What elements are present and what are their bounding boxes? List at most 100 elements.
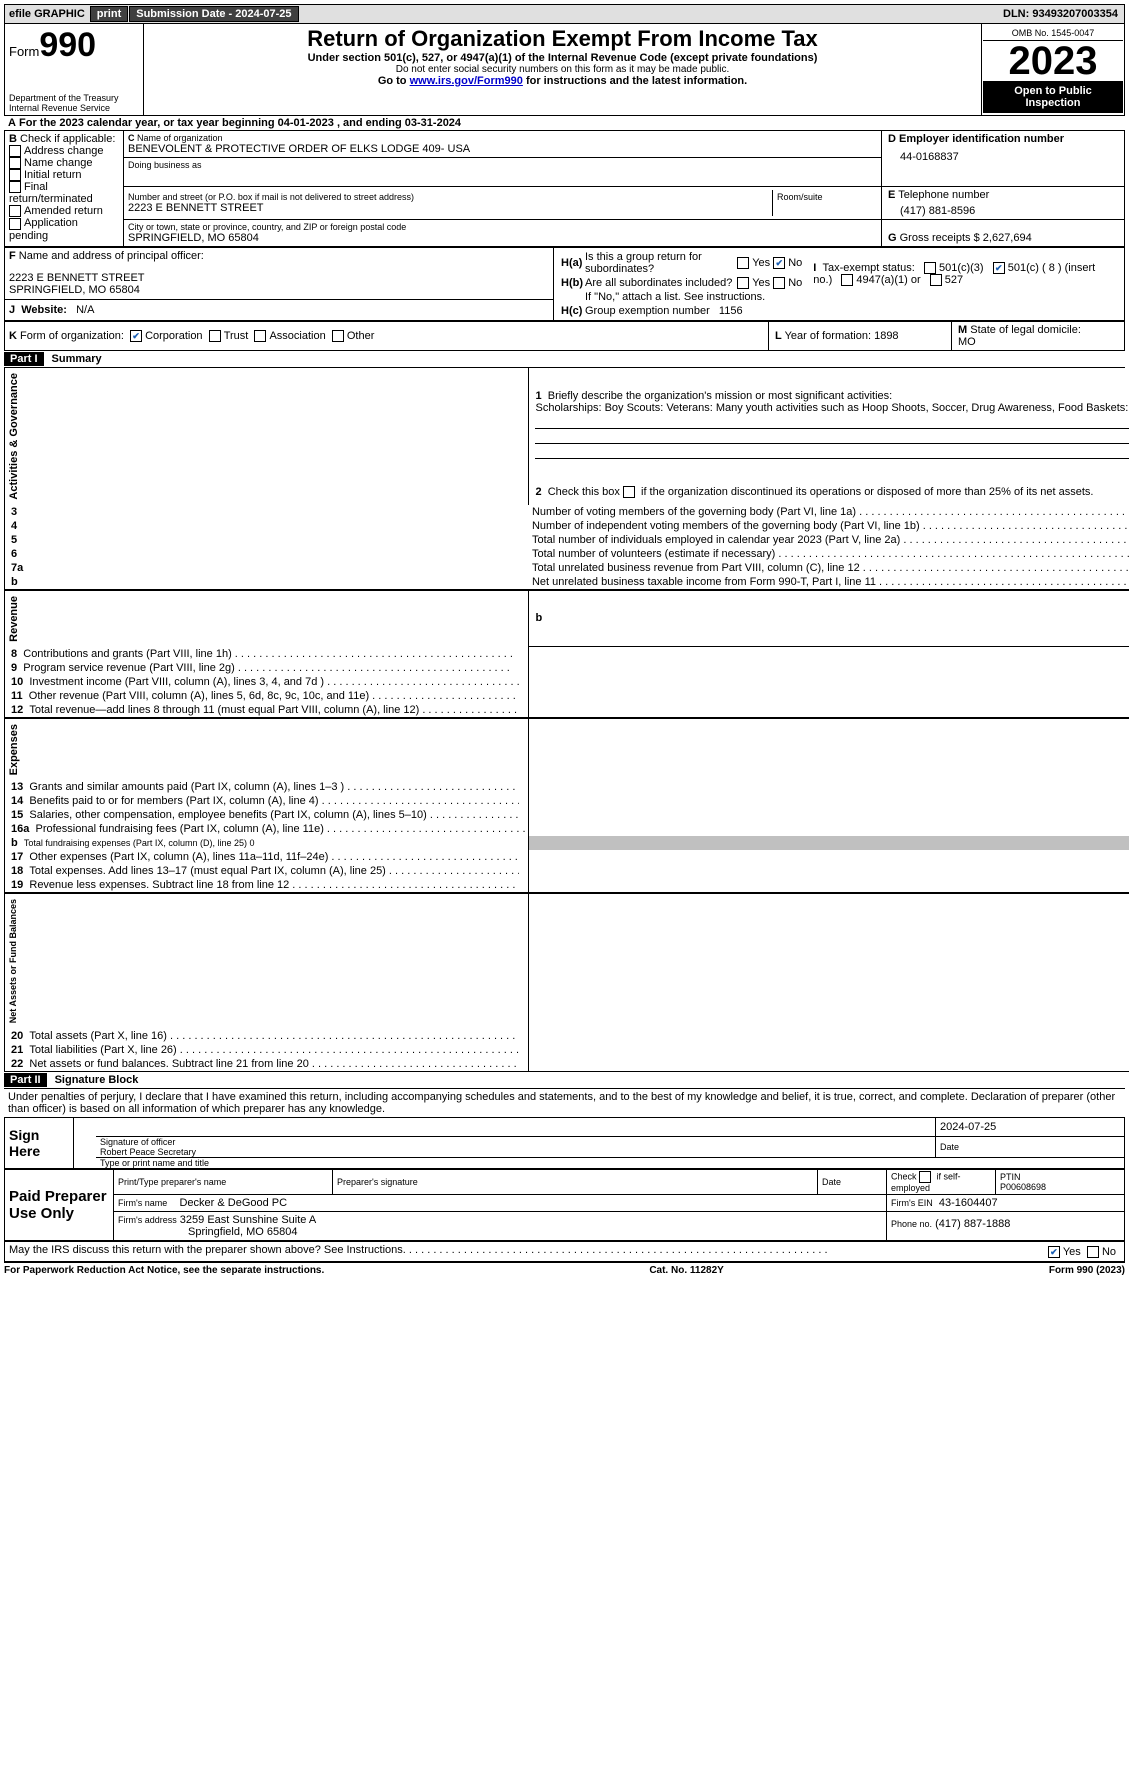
- table-row: 11 Other revenue (Part VIII, column (A),…: [5, 689, 1129, 703]
- section-ag: Activities & Governance: [6, 369, 22, 504]
- efile-label: efile GRAPHIC: [5, 8, 89, 20]
- table-row: 9 Program service revenue (Part VIII, li…: [5, 661, 1129, 675]
- klm-block: K Form of organization: Corporation Trus…: [4, 321, 1125, 351]
- catalog-number: Cat. No. 11282Y: [649, 1265, 723, 1276]
- ha-yes[interactable]: [737, 257, 749, 269]
- firm-ein-label: Firm's EIN: [891, 1198, 933, 1208]
- sig-officer-label: Signature of officer: [100, 1137, 931, 1147]
- q1-label: Briefly describe the organization's miss…: [548, 390, 892, 402]
- check-self-employed[interactable]: Check if self-employed: [887, 1170, 996, 1195]
- check-final[interactable]: Final return/terminated: [9, 181, 119, 205]
- page-footer: For Paperwork Reduction Act Notice, see …: [4, 1263, 1125, 1276]
- k-trust[interactable]: [209, 330, 221, 342]
- check-address[interactable]: Address change: [9, 145, 119, 157]
- i-527[interactable]: [930, 274, 942, 286]
- open-to-public: Open to Public Inspection: [983, 81, 1123, 113]
- ha-no[interactable]: [773, 257, 785, 269]
- k-corp[interactable]: [130, 330, 142, 342]
- street-value: 2223 E BENNETT STREET: [128, 202, 768, 214]
- check-amended[interactable]: Amended return: [9, 205, 119, 217]
- form-footer: Form 990 (2023): [1049, 1265, 1125, 1276]
- street-label: Number and street (or P.O. box if mail i…: [128, 192, 768, 202]
- org-name: BENEVOLENT & PROTECTIVE ORDER OF ELKS LO…: [128, 143, 877, 155]
- hc: Group exemption number 1156: [584, 304, 803, 318]
- firm-name: Decker & DeGood PC: [179, 1197, 287, 1209]
- form-title: Return of Organization Exempt From Incom…: [148, 26, 977, 52]
- sign-here-label: Sign Here: [5, 1118, 74, 1169]
- top-toolbar: efile GRAPHIC print Submission Date - 20…: [4, 4, 1125, 24]
- sig-date-value: 2024-07-25: [936, 1118, 1125, 1137]
- form-subtitle-1: Under section 501(c), 527, or 4947(a)(1)…: [148, 52, 977, 64]
- table-row: 4 Number of independent voting members o…: [5, 519, 1129, 533]
- j-label: Website:: [21, 304, 67, 316]
- i-501c[interactable]: [993, 262, 1005, 274]
- part1-bar: Part I: [4, 352, 44, 366]
- prep-sig-label: Preparer's signature: [333, 1170, 818, 1195]
- k-label: Form of organization:: [20, 330, 124, 342]
- officer-addr1: 2223 E BENNETT STREET: [9, 272, 549, 284]
- table-row: 14 Benefits paid to or for members (Part…: [5, 794, 1129, 808]
- part1-table: Activities & Governance 1 Briefly descri…: [4, 368, 1129, 1072]
- check-initial[interactable]: Initial return: [9, 169, 119, 181]
- entity-block: B Check if applicable: Address change Na…: [4, 131, 1125, 247]
- q2-checkbox[interactable]: [623, 486, 635, 498]
- form-header: Form990 Department of the Treasury Inter…: [4, 24, 1125, 116]
- table-row: 20 Total assets (Part X, line 16) 1,542,…: [5, 1029, 1129, 1044]
- dln-label: DLN: 93493207003354: [1003, 8, 1124, 20]
- discuss-no[interactable]: [1087, 1246, 1099, 1258]
- print-button[interactable]: print: [90, 6, 128, 22]
- city-label: City or town, state or province, country…: [128, 222, 877, 232]
- k-other[interactable]: [332, 330, 344, 342]
- c-name-label: C Name of organization: [128, 133, 877, 143]
- table-row: 22 Net assets or fund balances. Subtract…: [5, 1057, 1129, 1072]
- check-pending[interactable]: Application pending: [9, 217, 119, 241]
- table-row: b Total fundraising expenses (Part IX, c…: [5, 836, 1129, 850]
- i-501c3[interactable]: [924, 262, 936, 274]
- g-gross-receipts: G Gross receipts $ 2,627,694: [888, 232, 1118, 244]
- part2-bar: Part II: [4, 1073, 47, 1087]
- perjury-declaration: Under penalties of perjury, I declare th…: [4, 1089, 1125, 1118]
- phone-value: (417) 881-8596: [888, 201, 1118, 217]
- table-row: 7a Total unrelated business revenue from…: [5, 561, 1129, 575]
- table-row: b Net unrelated business taxable income …: [5, 575, 1129, 590]
- firm-phone: (417) 887-1888: [935, 1218, 1010, 1230]
- hb-no[interactable]: [773, 277, 785, 289]
- table-row: 8 Contributions and grants (Part VIII, l…: [5, 647, 1129, 662]
- year-formation: 1898: [874, 330, 898, 342]
- form-number: Form990: [9, 26, 139, 65]
- city-value: SPRINGFIELD, MO 65804: [128, 232, 877, 244]
- state-domicile: MO: [958, 336, 976, 348]
- table-row: 12 Total revenue—add lines 8 through 11 …: [5, 703, 1129, 718]
- website-value: N/A: [76, 304, 94, 316]
- discuss-yes[interactable]: [1048, 1246, 1060, 1258]
- dept-treasury: Department of the Treasury Internal Reve…: [9, 93, 139, 113]
- section-exp: Expenses: [6, 720, 22, 779]
- firm-ein: 43-1604407: [939, 1197, 998, 1209]
- k-assoc[interactable]: [254, 330, 266, 342]
- table-row: 3 Number of voting members of the govern…: [5, 505, 1129, 519]
- firm-addr1: 3259 East Sunshine Suite A: [180, 1214, 316, 1226]
- irs-link[interactable]: www.irs.gov/Form990: [410, 75, 523, 87]
- hb-yes[interactable]: [737, 277, 749, 289]
- table-row: 10 Investment income (Part VIII, column …: [5, 675, 1129, 689]
- ptin-label: PTIN: [1000, 1172, 1021, 1182]
- ptin-value: P00608698: [1000, 1182, 1046, 1192]
- table-row: 5 Total number of individuals employed i…: [5, 533, 1129, 547]
- prep-name-label: Print/Type preparer's name: [114, 1170, 333, 1195]
- firm-name-label: Firm's name: [118, 1198, 167, 1208]
- hb-note: If "No," attach a list. See instructions…: [584, 290, 803, 304]
- table-row: 21 Total liabilities (Part X, line 26) 9…: [5, 1043, 1129, 1057]
- check-name[interactable]: Name change: [9, 157, 119, 169]
- i-label: Tax-exempt status:: [822, 262, 914, 274]
- form-subtitle-2: Do not enter social security numbers on …: [148, 64, 977, 75]
- table-row: 18 Total expenses. Add lines 13–17 (must…: [5, 864, 1129, 878]
- prep-date-label: Date: [818, 1170, 887, 1195]
- part1-title: Summary: [44, 353, 102, 365]
- officer-addr2: SPRINGFIELD, MO 65804: [9, 284, 549, 296]
- i-4947[interactable]: [841, 274, 853, 286]
- q2-label: Check this box if the organization disco…: [548, 486, 1094, 498]
- table-row: 6 Total number of volunteers (estimate i…: [5, 547, 1129, 561]
- firm-addr-label: Firm's address: [118, 1215, 177, 1225]
- ha-label: Is this a group return for subordinates?: [584, 250, 736, 276]
- m-label: State of legal domicile:: [970, 324, 1081, 336]
